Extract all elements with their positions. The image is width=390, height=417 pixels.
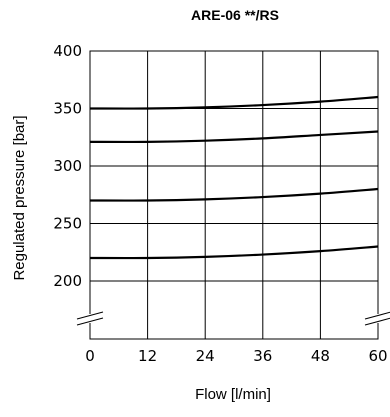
axis-break-slash	[76, 311, 104, 320]
y-tick-label: 350	[53, 100, 82, 118]
y-axis-label: Regulated pressure [bar]	[11, 115, 28, 280]
y-tick-label: 200	[53, 272, 82, 290]
axis-break-slash	[364, 317, 390, 326]
chart-title: ARE-06 **/RS	[191, 7, 279, 23]
x-axis-label: Flow [l/min]	[195, 386, 271, 403]
series-line-3	[89, 130, 379, 144]
axis-break-slash	[76, 317, 104, 326]
series-line-1	[89, 245, 379, 260]
x-tick-label: 36	[253, 347, 272, 365]
axis-break-gap	[364, 314, 390, 323]
axis-break-gap	[76, 314, 104, 323]
x-tick-label: 48	[311, 347, 330, 365]
y-tick-label: 400	[53, 42, 82, 60]
curves	[89, 95, 379, 260]
x-tick-label: 60	[368, 347, 387, 365]
y-tick-label: 300	[53, 157, 82, 175]
x-tick-label: 24	[196, 347, 215, 365]
axis-break-slash	[364, 311, 390, 320]
axis-break	[76, 311, 390, 326]
series-line-4	[89, 95, 379, 110]
tick-labels: 200 250 300 350 400 0 12 24 36 48 60	[53, 42, 387, 365]
series-line-2	[89, 187, 379, 202]
y-tick-label: 250	[53, 215, 82, 233]
x-tick-label: 0	[85, 347, 95, 365]
plot-frame	[89, 50, 379, 340]
x-tick-label: 12	[138, 347, 157, 365]
grid	[89, 50, 379, 340]
